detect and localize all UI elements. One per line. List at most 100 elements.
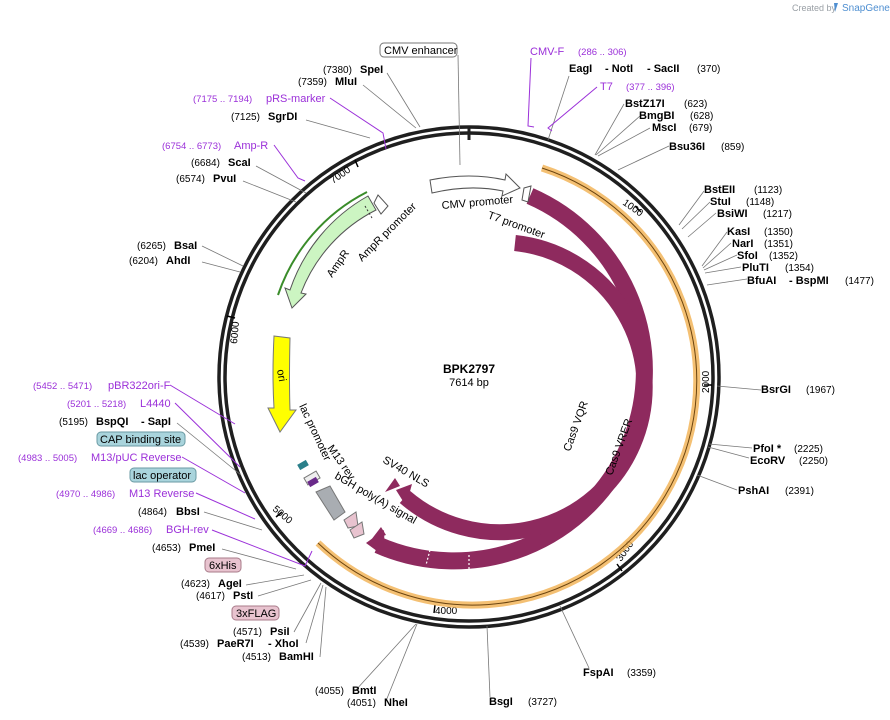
enzyme-sacii: - SacII <box>647 63 679 75</box>
label-cas9-vqr: Cas9 VQR <box>562 399 591 453</box>
enzyme-agei: AgeI <box>218 578 242 590</box>
enzyme-bsgi-pos: (3727) <box>528 697 557 708</box>
enzyme-noti: - NotI <box>605 63 633 75</box>
flag3-mark <box>349 521 365 539</box>
primer-cmv-f: CMV-F <box>530 46 565 58</box>
primer-l4440-range: (5201 .. 5218) <box>67 399 126 410</box>
enzyme-bbsi: BbsI <box>176 506 200 518</box>
enzyme-ahdi: AhdI <box>166 255 190 267</box>
enzyme-paer7i: PaeR7I <box>217 638 254 650</box>
sv40-nls-arrow-2 <box>371 527 386 540</box>
enzyme-nhei: NheI <box>384 697 408 709</box>
enzyme-sfoi: SfoI <box>737 250 758 262</box>
snapgene-logo-icon <box>834 3 838 12</box>
enzyme-agei-pos: (4623) <box>181 579 210 590</box>
enzyme-spei: SpeI <box>360 64 383 76</box>
enzyme-psti: PstI <box>233 590 253 602</box>
enzyme-bmti: BmtI <box>352 685 376 697</box>
m13-rev-mark <box>307 476 319 488</box>
enzyme-bbsi-pos: (4864) <box>138 507 167 518</box>
enzyme-bsteii-pos: (1123) <box>754 185 782 196</box>
enzyme-pfoi: PfoI * <box>753 443 782 455</box>
enzyme-pvui: PvuI <box>213 173 236 185</box>
primer-m13-puc-reverse: M13/pUC Reverse <box>91 452 181 464</box>
svg-text:3xFLAG: 3xFLAG <box>236 608 276 620</box>
orange-highlight-line <box>317 167 698 606</box>
box-lac-operator: lac operator <box>129 467 197 483</box>
primer-pbr322ori-f: pBR322ori-F <box>108 380 171 392</box>
credit-created-by: Created by <box>792 3 837 13</box>
cmv-promoter-arrow <box>429 172 521 197</box>
enzyme-mlui-pos: (7359) <box>298 77 327 88</box>
svg-text:6xHis: 6xHis <box>209 560 237 572</box>
enzyme-nari-pos: (1351) <box>764 239 793 250</box>
enzyme-bsrgi-pos: (1967) <box>806 385 835 396</box>
primer-pbr322ori-f-range: (5452 .. 5471) <box>33 381 92 392</box>
enzyme-mlui: MluI <box>335 76 357 88</box>
primer-bgh-rev: BGH-rev <box>166 524 209 536</box>
enzyme-scai: ScaI <box>228 157 251 169</box>
enzyme-bsrgi: BsrGI <box>761 384 791 396</box>
ruler-tick-4000: 4000 <box>435 606 458 617</box>
cas9-vqr-arc <box>399 235 653 541</box>
sv40-nls-arrow-1 <box>385 478 400 492</box>
enzyme-bmgbi-pos: (628) <box>690 111 713 122</box>
enzyme-pfoi-pos: (2225) <box>794 444 823 455</box>
enzyme-bfuai-pos: (1477) <box>845 276 874 287</box>
plasmid-size: 7614 bp <box>449 377 489 389</box>
svg-text:lac operator: lac operator <box>133 470 191 482</box>
enzyme-xhoi: - XhoI <box>268 638 299 650</box>
enzyme-pmei-pos: (4653) <box>152 543 181 554</box>
enzyme-psii-pos: (4571) <box>233 627 262 638</box>
enzyme-ecorv-pos: (2250) <box>799 456 828 467</box>
cas9-vqr-arrowhead <box>396 484 412 506</box>
leader-lines <box>176 54 762 702</box>
primer-m13-reverse: M13 Reverse <box>129 488 194 500</box>
ampr-arrow <box>284 195 377 309</box>
enzyme-psti-pos: (4617) <box>196 591 225 602</box>
primer-amp-r: Amp-R <box>234 140 268 152</box>
enzyme-fspai: FspAI <box>583 667 614 679</box>
enzyme-bsai-pos: (6265) <box>137 241 166 252</box>
enzyme-bamhi: BamHI <box>279 651 314 663</box>
enzyme-bspqi: BspQI <box>96 416 128 428</box>
lac-operator-mark <box>297 459 309 471</box>
enzyme-sgrdi-pos: (7125) <box>231 112 260 123</box>
enzyme-nari: NarI <box>732 238 753 250</box>
svg-text:CAP binding site: CAP binding site <box>100 434 181 446</box>
enzyme-bstz17i: BstZ17I <box>625 98 665 110</box>
enzyme-sgrdi: SgrDI <box>268 111 297 123</box>
enzyme-stui: StuI <box>710 196 731 208</box>
plasmid-name: BPK2797 <box>443 362 495 376</box>
enzyme-bsiwi-pos: (1217) <box>763 209 792 220</box>
primer-bgh-rev-range: (4669 .. 4686) <box>93 525 152 536</box>
enzyme-pshai-pos: (2391) <box>785 486 814 497</box>
enzyme-bspmi: - BspMI <box>789 275 829 287</box>
enzyme-msci: MscI <box>652 122 676 134</box>
label-ori: ori <box>274 368 288 382</box>
label-sv40-nls: SV40 NLS <box>381 454 431 490</box>
primer-amp-r-range: (6754 .. 6773) <box>162 141 221 152</box>
enzyme-bamhi-pos: (4513) <box>242 652 271 663</box>
enzyme-psii: PsiI <box>270 626 290 638</box>
enzyme-pvui-pos: (6574) <box>176 174 205 185</box>
enzyme-kasi-pos: (1350) <box>764 227 793 238</box>
label-ampr: AmpR <box>325 248 352 280</box>
credit-brand: SnapGene <box>842 3 890 14</box>
enzyme-pluti: PluTI <box>742 262 769 274</box>
enzyme-stui-pos: (1148) <box>746 197 774 208</box>
primer-cmv-f-range: (286 .. 306) <box>578 47 627 58</box>
enzyme-pluti-pos: (1354) <box>785 263 814 274</box>
primer-t7-range: (377 .. 396) <box>626 82 675 93</box>
enzyme-msci-pos: (679) <box>689 123 712 134</box>
svg-text:CMV enhancer: CMV enhancer <box>384 45 458 57</box>
enzyme-bsu36i: Bsu36I <box>669 141 705 153</box>
enzyme-bsgi: BsgI <box>489 696 513 708</box>
primer-t7: T7 <box>600 81 613 93</box>
enzyme-bsai: BsaI <box>174 240 197 252</box>
t7-promoter-arrow <box>521 185 532 203</box>
box-cap-binding-site: CAP binding site <box>96 431 186 447</box>
enzyme-bstz17i-pos: (623) <box>684 99 707 110</box>
primer-l4440: L4440 <box>140 398 171 410</box>
ampr-outer-line <box>277 191 368 296</box>
